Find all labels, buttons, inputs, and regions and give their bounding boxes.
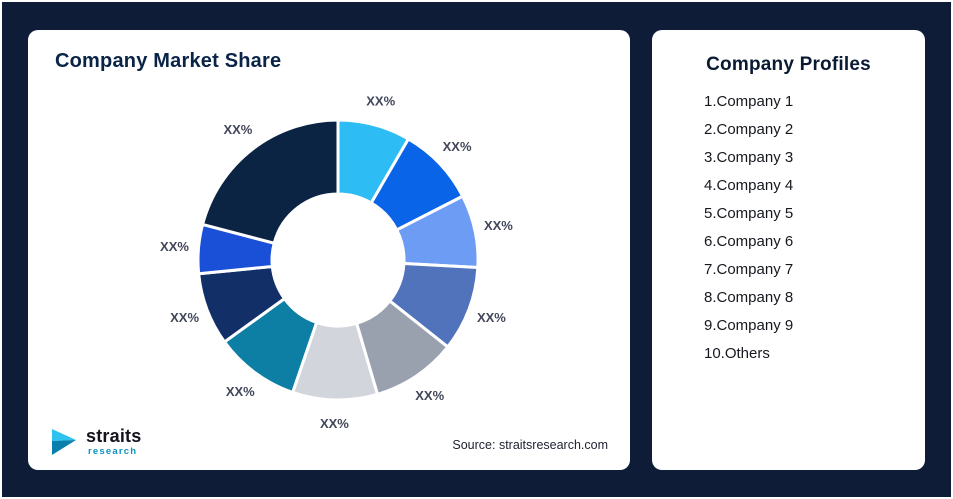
list-item: 10.Others bbox=[704, 345, 770, 362]
chart-label: XX% bbox=[226, 384, 255, 399]
profiles-card: Company Profiles 1.Company 1 2.Company 2 3… bbox=[652, 30, 925, 470]
list-item: 9.Company 9 bbox=[704, 317, 794, 334]
chart-title: Company Market Share bbox=[55, 50, 282, 72]
chart-label: XX% bbox=[320, 416, 349, 431]
list-item: 6.Company 6 bbox=[704, 233, 794, 250]
logo-text-wrap: straits research bbox=[86, 427, 141, 457]
donut-chart: XX% XX% XX% XX% XX% XX% XX% XX% XX% XX% bbox=[160, 94, 513, 431]
chart-label: XX% bbox=[415, 388, 444, 403]
logo-text: straits bbox=[86, 426, 142, 447]
profiles-title: Company Profiles bbox=[706, 54, 871, 75]
chart-label: XX% bbox=[477, 310, 506, 325]
list-item: 2.Company 2 bbox=[704, 121, 794, 138]
list-item: 5.Company 5 bbox=[704, 205, 794, 222]
source-text: Source: straitsresearch.com bbox=[452, 438, 608, 452]
chart-label: XX% bbox=[160, 239, 189, 254]
list-item: 1.Company 1 bbox=[704, 93, 794, 110]
list-item: 7.Company 7 bbox=[704, 261, 794, 278]
chart-label: XX% bbox=[170, 310, 199, 325]
straits-logo: straits research bbox=[50, 426, 141, 458]
logo-mark-icon bbox=[52, 429, 76, 455]
list-item: 8.Company 8 bbox=[704, 289, 794, 306]
logo-subtext: research bbox=[88, 446, 138, 458]
market-share-card: Company Market Share XX% XX% XX% XX% XX% XX% X… bbox=[28, 30, 630, 470]
chart-label: XX% bbox=[366, 94, 395, 109]
profiles-list: 1.Company 1 2.Company 2 3.Company 3 4.Compa… bbox=[652, 94, 925, 361]
list-item: 3.Company 3 bbox=[704, 149, 794, 166]
chart-segment bbox=[201, 118, 340, 245]
list-item: 4.Company 4 bbox=[704, 177, 794, 194]
chart-label: XX% bbox=[223, 122, 252, 137]
chart-label: XX% bbox=[443, 139, 472, 154]
chart-label: XX% bbox=[484, 218, 513, 233]
